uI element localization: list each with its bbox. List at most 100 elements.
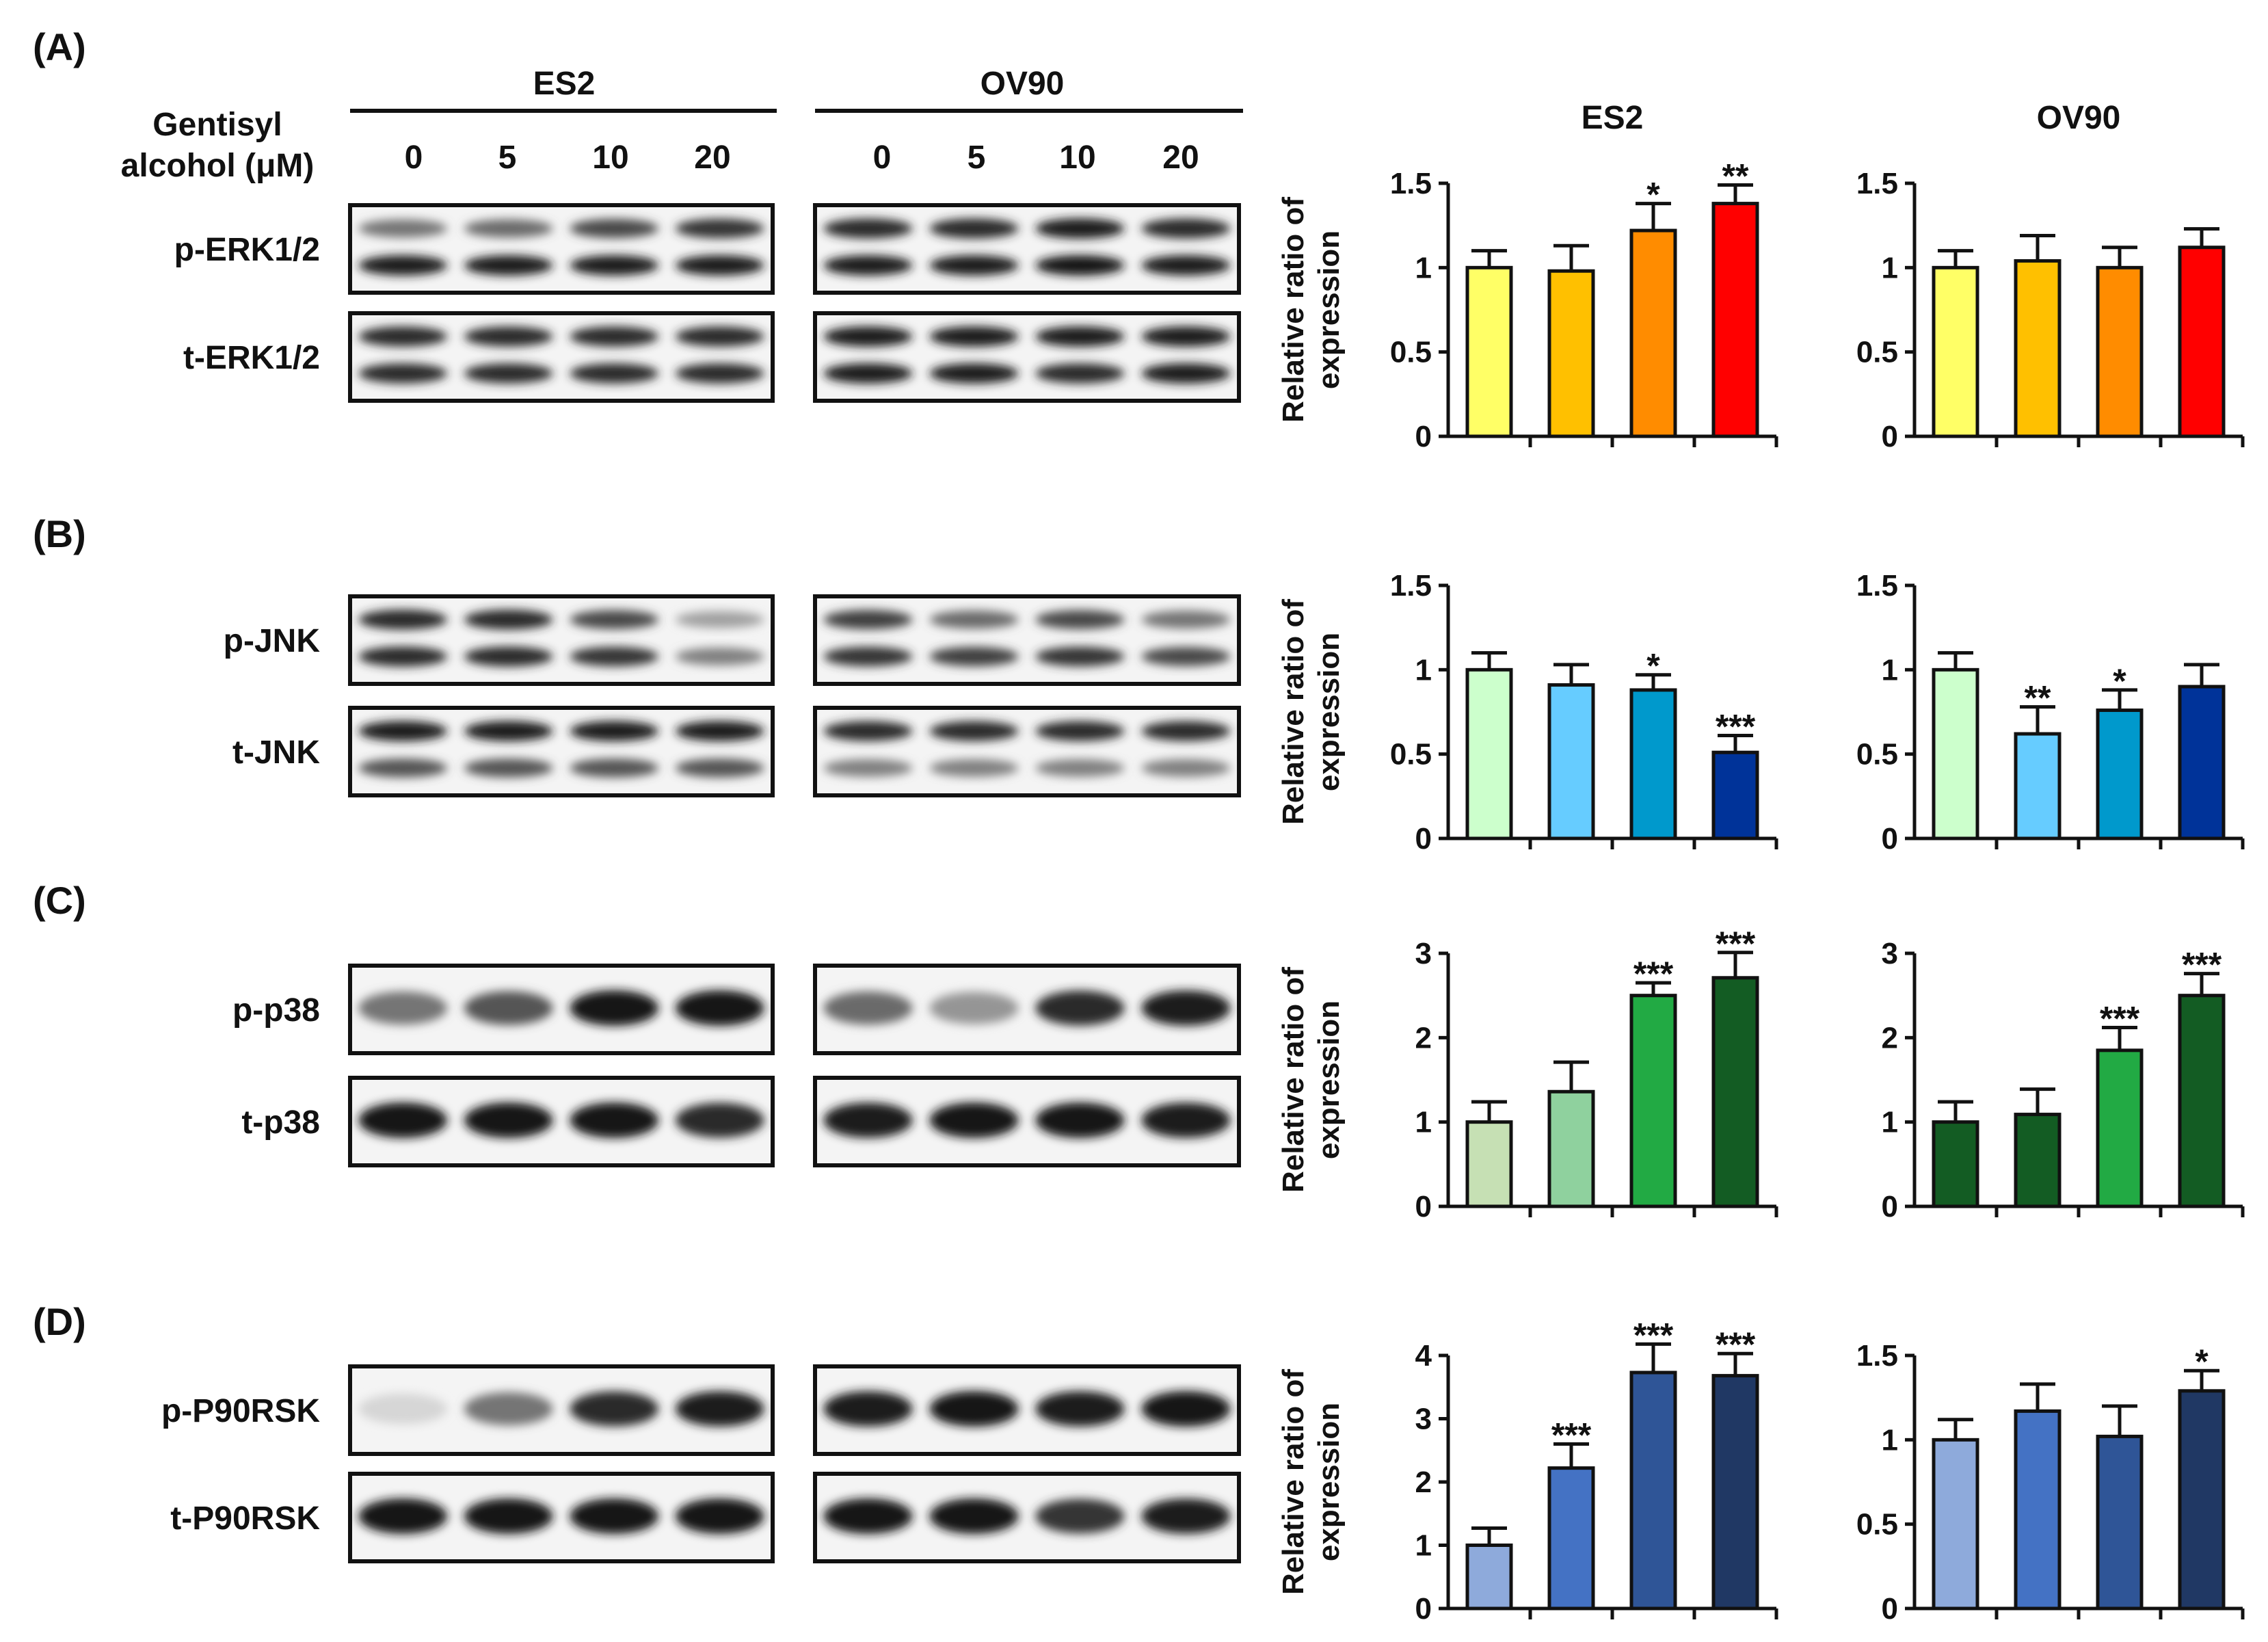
blot-band (570, 326, 659, 347)
significance-marker: *** (1633, 955, 1674, 993)
blot-band (675, 218, 764, 239)
dose-label: 5 (498, 140, 517, 176)
significance-marker: ** (1722, 157, 1749, 195)
dose-label: 5 (968, 140, 986, 176)
bar (1547, 1466, 1595, 1611)
y-tick-label: 1 (1882, 653, 1898, 687)
dose-label: 20 (1162, 140, 1199, 176)
y-tick-label: 2 (1882, 1021, 1898, 1055)
blot-row-label: p-p38 (232, 992, 320, 1029)
blot-band (929, 326, 1019, 347)
bar (2178, 685, 2226, 840)
blot-image (348, 1364, 775, 1456)
y-tick-label: 1.5 (1390, 569, 1432, 602)
blot-band (358, 609, 448, 630)
blot-band (1035, 1498, 1125, 1534)
significance-marker: *** (1716, 1325, 1756, 1364)
blot-band (929, 363, 1019, 384)
chart-title: ES2 (1582, 100, 1644, 136)
blot-image (813, 203, 1241, 295)
blot-band (1035, 1391, 1125, 1427)
blot-band (1141, 1498, 1231, 1534)
significance-marker: *** (2182, 946, 2222, 984)
blot-band (464, 646, 553, 667)
blot-image (813, 1472, 1241, 1563)
blot-image (813, 1076, 1241, 1167)
blot-image (348, 311, 775, 403)
panel-letter: (B) (33, 512, 86, 555)
blot-band (1035, 721, 1125, 741)
significance-marker: *** (1633, 1316, 1674, 1354)
blot-band (1035, 326, 1125, 347)
blot-band (464, 758, 553, 778)
treatment-label-line2: alcohol (μM) (121, 148, 315, 184)
blot-band (823, 1498, 913, 1534)
bar (2096, 265, 2144, 438)
bar (1547, 683, 1595, 840)
y-tick-label: 0 (1882, 1190, 1898, 1223)
y-axis-label: expression (1312, 1001, 1346, 1159)
bar (2014, 732, 2062, 840)
blot-band (358, 758, 448, 778)
blot-band (823, 1102, 913, 1138)
bar-chart: 00.511.5** * (1856, 569, 2245, 856)
blot-band (675, 1102, 764, 1138)
bar (1465, 265, 1513, 438)
significance-marker: *** (2100, 1000, 2140, 1038)
y-axis-label: expression (1312, 1403, 1346, 1561)
y-tick-label: 3 (1415, 937, 1432, 970)
blot-band (570, 610, 659, 629)
blot-band (1035, 363, 1125, 384)
blot-band (823, 326, 913, 347)
blot-band (570, 363, 659, 384)
y-tick-label: 0 (1415, 420, 1432, 453)
significance-marker: *** (1716, 708, 1756, 746)
blot-band (929, 255, 1019, 276)
blot-band (570, 255, 659, 276)
blot-band (570, 1391, 659, 1427)
bar-chart: 0 0.5 1 1.5 * (1856, 1339, 2245, 1626)
blot-band (675, 363, 764, 384)
blot-band (675, 1498, 764, 1534)
bar (1932, 667, 1979, 840)
blot-image (813, 594, 1241, 686)
bar (1711, 976, 1759, 1208)
blot-band (358, 363, 448, 384)
dose-label: 20 (694, 140, 730, 176)
blot-image (813, 1364, 1241, 1456)
blot-image (813, 706, 1241, 797)
blot-band (570, 1102, 659, 1138)
significance-marker: * (1646, 176, 1660, 214)
bar (1629, 994, 1677, 1208)
y-tick-label: 1 (1415, 1106, 1432, 1139)
blot-band (929, 721, 1019, 741)
y-tick-label: 1 (1415, 653, 1432, 687)
y-tick-label: 0 (1882, 1592, 1898, 1626)
dose-lane-labels: 0 5 10 20 0 5 10 20 (405, 140, 1199, 176)
bar (1711, 1374, 1759, 1611)
panel-letter: (C) (33, 879, 86, 922)
blot-band (1141, 610, 1231, 629)
blot-band (1141, 1102, 1231, 1138)
bar (2096, 709, 2144, 840)
blot-image (348, 594, 775, 686)
bar (1629, 688, 1677, 840)
y-tick-label: 1 (1882, 1106, 1898, 1139)
blot-band (1141, 759, 1231, 777)
blot-band (675, 648, 764, 665)
blot-band (823, 759, 913, 777)
significance-marker: * (1646, 647, 1660, 685)
blot-row-label: t-P90RSK (170, 1500, 320, 1537)
blot-band (1141, 218, 1231, 239)
panel-letter-a: (A) (33, 25, 86, 68)
y-tick-label: 4 (1415, 1339, 1432, 1373)
bar (2014, 1113, 2062, 1208)
bar-chart: 0 1 2 3 *** *** (1882, 937, 2245, 1223)
blot-band (823, 363, 913, 384)
chart-title: OV90 (2037, 100, 2121, 136)
blot-band (675, 326, 764, 347)
y-tick-label: 0.5 (1390, 336, 1432, 369)
blot-band (358, 1393, 448, 1425)
blot-band (675, 611, 764, 628)
